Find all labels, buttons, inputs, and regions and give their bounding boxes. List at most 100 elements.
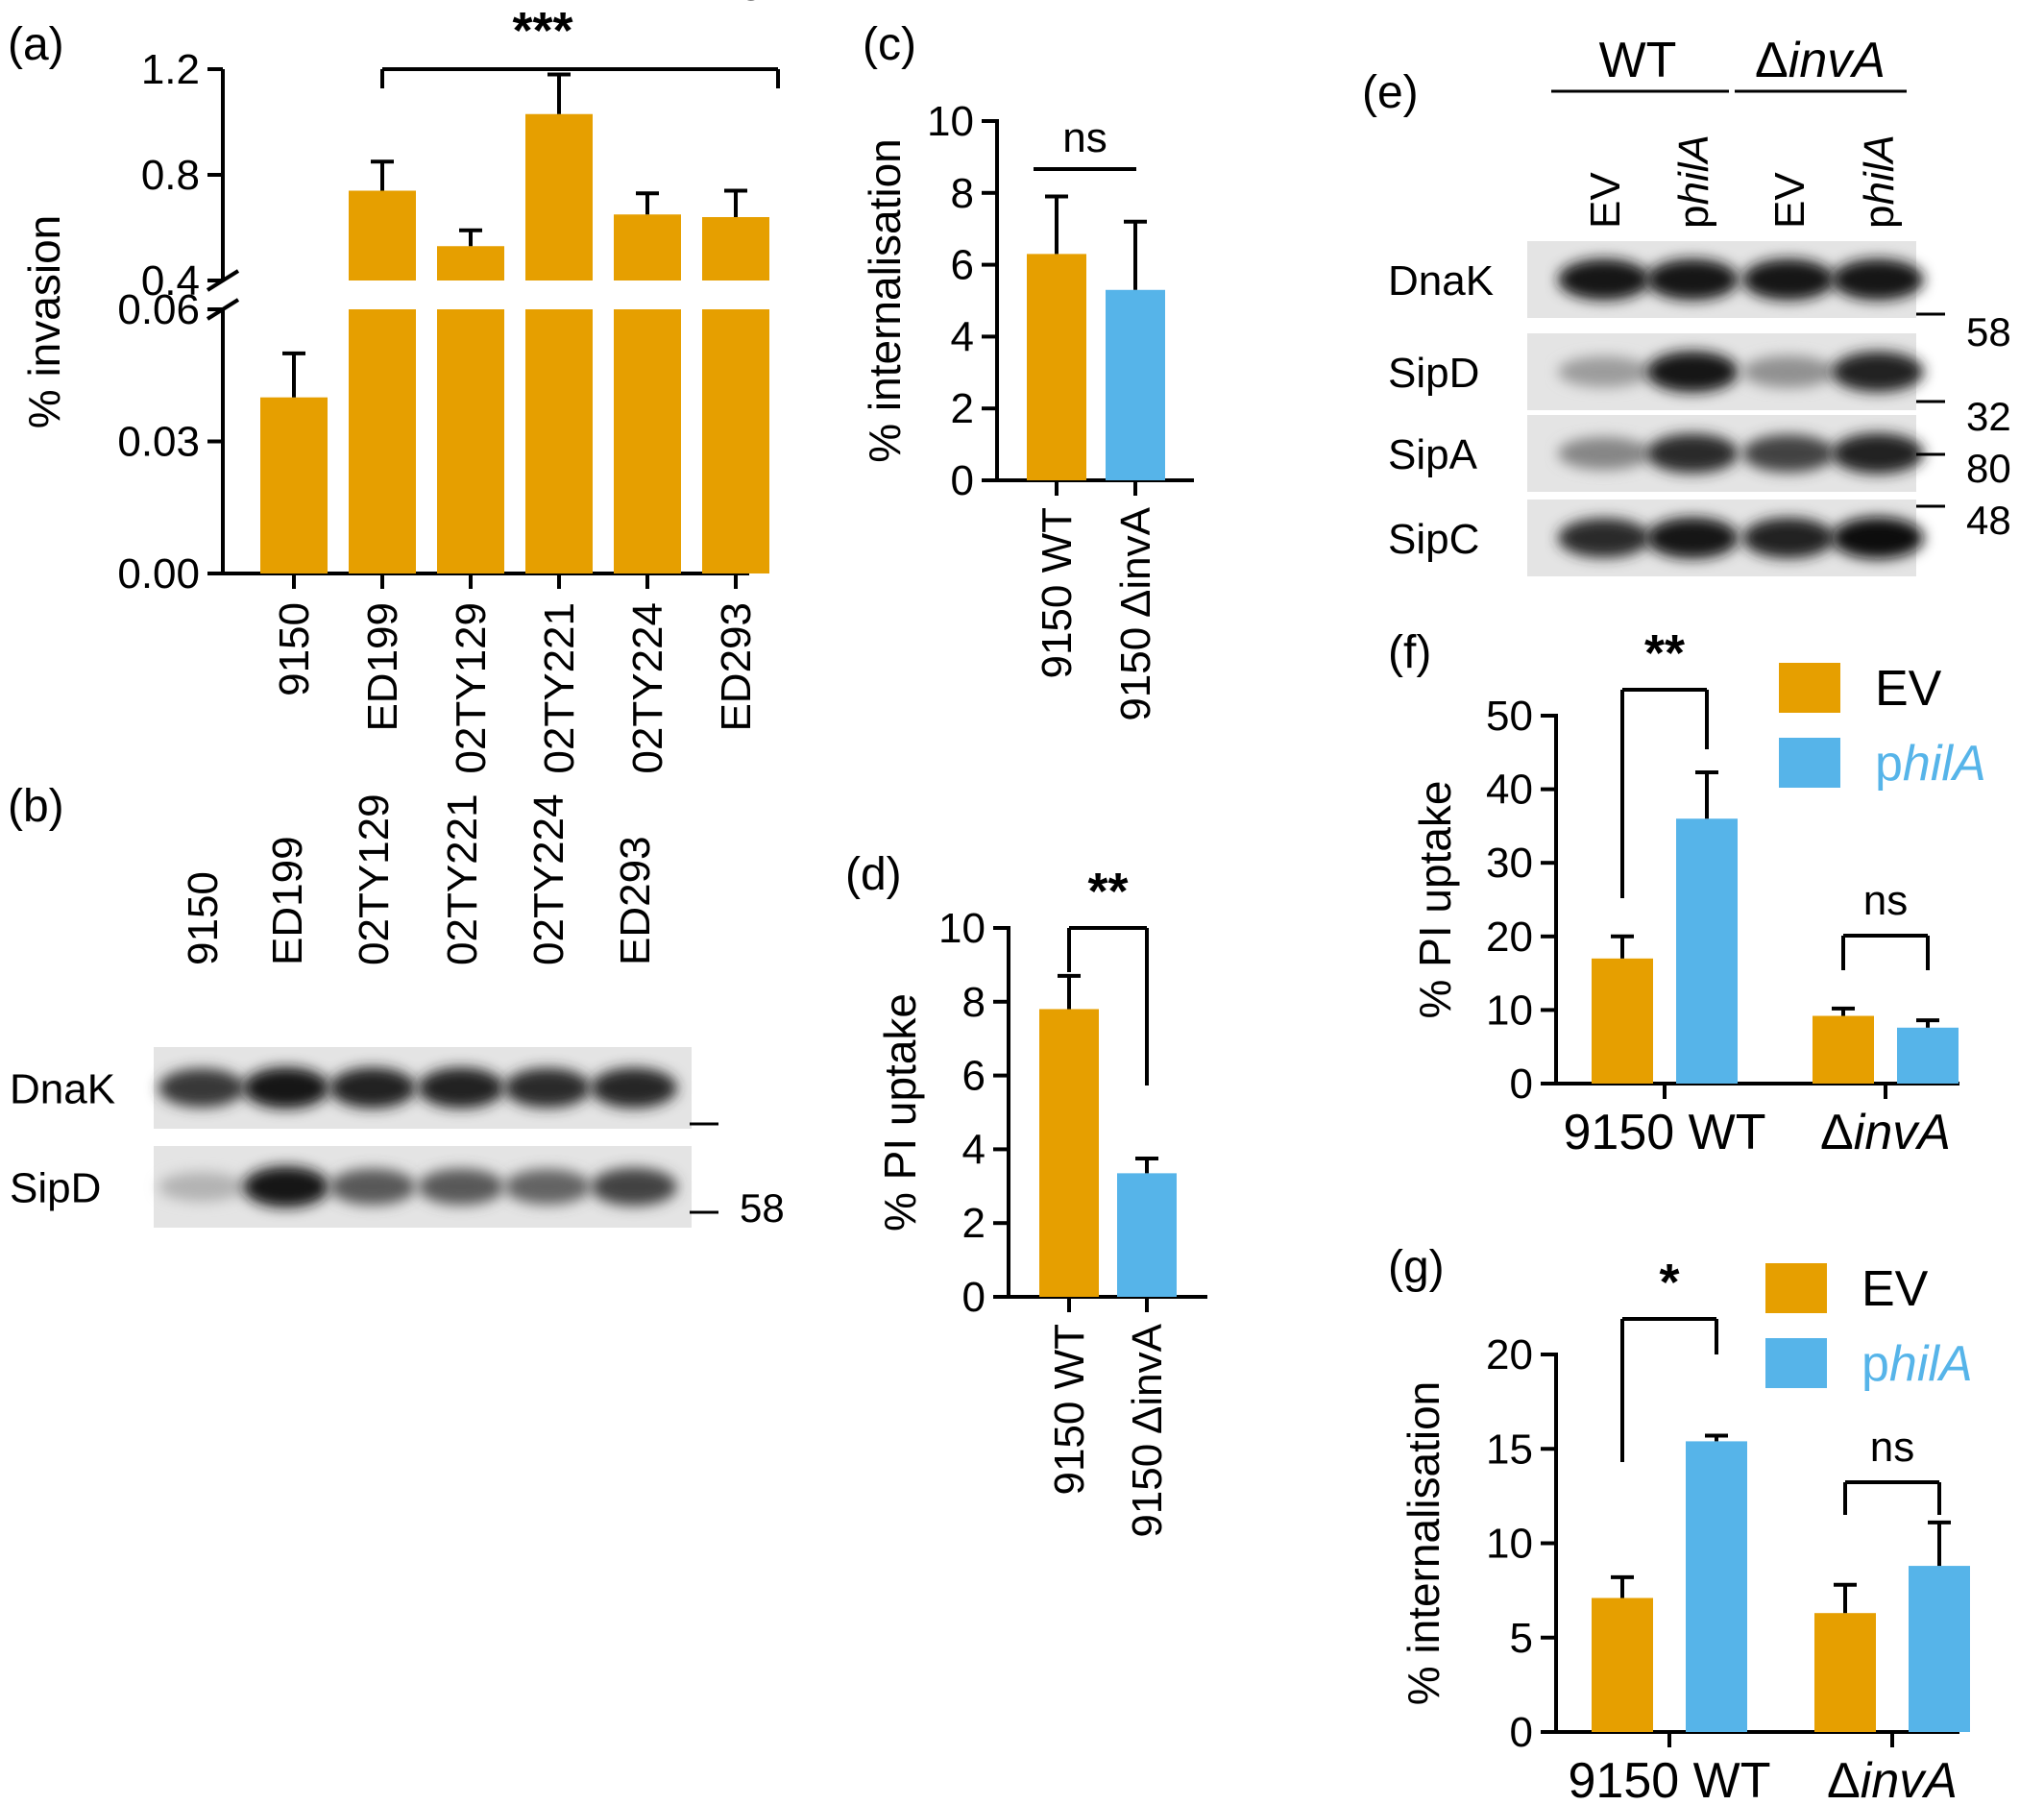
- y-tick-label: 0.00: [117, 550, 200, 598]
- band-SipC-0: [1558, 518, 1650, 558]
- mw-marker-80: 80: [1966, 446, 2011, 491]
- y-tick-label: 5: [1510, 1615, 1533, 1662]
- y-tick-label: 20: [1486, 1331, 1533, 1378]
- blot-row-label-DnaK: DnaK: [1388, 257, 1494, 305]
- y-tick-label: 0.03: [117, 419, 200, 466]
- band-SipA-1: [1646, 433, 1739, 474]
- significance-label: ***: [512, 2, 572, 60]
- panel-g: (g) % internalisation 0 5 10 15 20 9150 WT * Δinv…: [1388, 1242, 1973, 1805]
- panel-label: (e): [1362, 67, 1419, 118]
- bar-philA-0: [1686, 1441, 1747, 1732]
- y-axis-label: % PI uptake: [875, 993, 925, 1232]
- legend-label-EV: EV: [1862, 1261, 1929, 1317]
- panel-label: (c): [863, 19, 916, 70]
- significance-label: **: [1087, 863, 1128, 920]
- x-tick-label-1: 9150 ΔinvA: [1124, 1323, 1171, 1537]
- legend-label-EV: EV: [1875, 661, 1942, 717]
- bar-EV-1: [1814, 1613, 1876, 1732]
- y-tick-label: 6: [962, 1053, 986, 1100]
- band-SipD-0: [1558, 355, 1650, 388]
- band-DnaK-2: [1742, 258, 1835, 301]
- y-tick-label: 8: [951, 170, 974, 217]
- bar-02TY129-upper: [437, 246, 504, 281]
- mw-marker-32: 32: [740, 0, 785, 9]
- significance-label: ns: [1062, 114, 1107, 161]
- band-SipD-3: [1832, 351, 1924, 393]
- band-DnaK-2: [329, 1067, 416, 1109]
- y-axis-label: % internalisation: [860, 138, 910, 463]
- y-tick-label: 20: [1486, 914, 1533, 961]
- significance-label: ns: [1870, 1424, 1914, 1471]
- y-axis-label: % internalisation: [1399, 1381, 1448, 1706]
- band-SipD-1: [1646, 351, 1739, 393]
- lane-label-2: 02TY129: [351, 793, 398, 965]
- bar-EV-0: [1592, 1598, 1653, 1732]
- y-tick-label: 0: [951, 457, 974, 504]
- bar-ED293-lower: [702, 309, 769, 573]
- lane-label-4: 02TY224: [525, 793, 572, 965]
- panel-label: (b): [8, 781, 64, 832]
- legend-label-philA: philA: [1875, 736, 1986, 792]
- panel-e: (e) EV philA EV philA DnaK SipD SipA SipC 58 32 80 4…: [1362, 33, 2011, 576]
- legend-label-philA: philA: [1862, 1336, 1973, 1392]
- y-tick-label: 4: [951, 313, 974, 360]
- significance-label: *: [1659, 1254, 1679, 1311]
- y-tick-label: 2: [951, 385, 974, 432]
- band-DnaK-1: [1646, 258, 1739, 301]
- band-DnaK-3: [418, 1067, 504, 1109]
- lane-label-5: ED293: [612, 836, 659, 965]
- band-SipC-2: [1742, 517, 1835, 559]
- mw-marker-32: 32: [1966, 394, 2011, 439]
- group-label-invA: ΔinvA: [1755, 33, 1886, 88]
- x-tick-label-1: ΔinvA: [1827, 1753, 1958, 1805]
- blot-row-label-SipA: SipA: [1388, 431, 1478, 478]
- bar-02TY129-lower: [437, 309, 504, 573]
- blot-row-label-DnaK: DnaK: [10, 1066, 115, 1113]
- band-DnaK-0: [1558, 258, 1650, 301]
- panel-label: (a): [8, 19, 64, 70]
- bar-9150 WT: [1039, 1009, 1099, 1297]
- legend-swatch-EV: [1779, 663, 1840, 713]
- legend-swatch-philA: [1779, 738, 1840, 788]
- band-SipA-3: [1832, 432, 1924, 475]
- bar-02TY224-upper: [614, 214, 681, 281]
- band-SipC-3: [1832, 517, 1924, 559]
- panel-a: (a) % invasion 0.00 0.03 0.060.4 0.8 1.2 9150 ED…: [8, 2, 780, 774]
- x-tick-label-ED293: ED293: [713, 602, 760, 732]
- panel-label: (f): [1388, 627, 1431, 678]
- band-SipD-3: [418, 1168, 504, 1206]
- y-tick-label: 15: [1486, 1426, 1533, 1473]
- band-SipD-1: [243, 1165, 329, 1208]
- bar-ED293-upper: [702, 217, 769, 281]
- bar-EV-0: [1592, 958, 1653, 1084]
- bar-02TY221-upper: [525, 113, 593, 281]
- y-tick-label: 50: [1486, 693, 1533, 740]
- lane-label-1: philA: [1670, 134, 1717, 229]
- y-tick-label: 0: [962, 1274, 986, 1321]
- panel-label: (g): [1388, 1242, 1445, 1293]
- y-tick-label: 40: [1486, 767, 1533, 814]
- y-tick-label: 4: [962, 1126, 986, 1173]
- blot-row-label-SipD: SipD: [1388, 350, 1479, 397]
- y-tick-label: 0: [1510, 1709, 1533, 1756]
- y-tick-label: 10: [1486, 987, 1533, 1034]
- band-SipC-1: [1646, 517, 1739, 559]
- y-tick-label: 2: [962, 1200, 986, 1247]
- band-DnaK-0: [158, 1068, 245, 1108]
- group-label-WT: WT: [1599, 33, 1677, 88]
- lane-label-3: philA: [1856, 134, 1903, 229]
- x-tick-label-02TY129: 02TY129: [448, 602, 495, 774]
- x-tick-label-0: 9150 WT: [1569, 1753, 1771, 1805]
- x-tick-label-02TY221: 02TY221: [536, 602, 583, 774]
- y-tick-label: 0.06: [117, 286, 200, 333]
- panel-c: (c) % internalisation 0 2 4 6 8 10 9150 WT 9150 Δ…: [860, 19, 1194, 721]
- bar-ED199-upper: [349, 190, 416, 281]
- x-tick-label-0: 9150 WT: [1046, 1324, 1093, 1496]
- bar-9150 ΔinvA: [1117, 1173, 1177, 1297]
- lane-label-3: 02TY221: [439, 793, 486, 965]
- y-tick-label: 10: [938, 905, 986, 952]
- lane-label-0: EV: [1582, 172, 1629, 229]
- band-SipD-0: [158, 1172, 245, 1202]
- x-tick-label-0: 9150 WT: [1564, 1105, 1766, 1160]
